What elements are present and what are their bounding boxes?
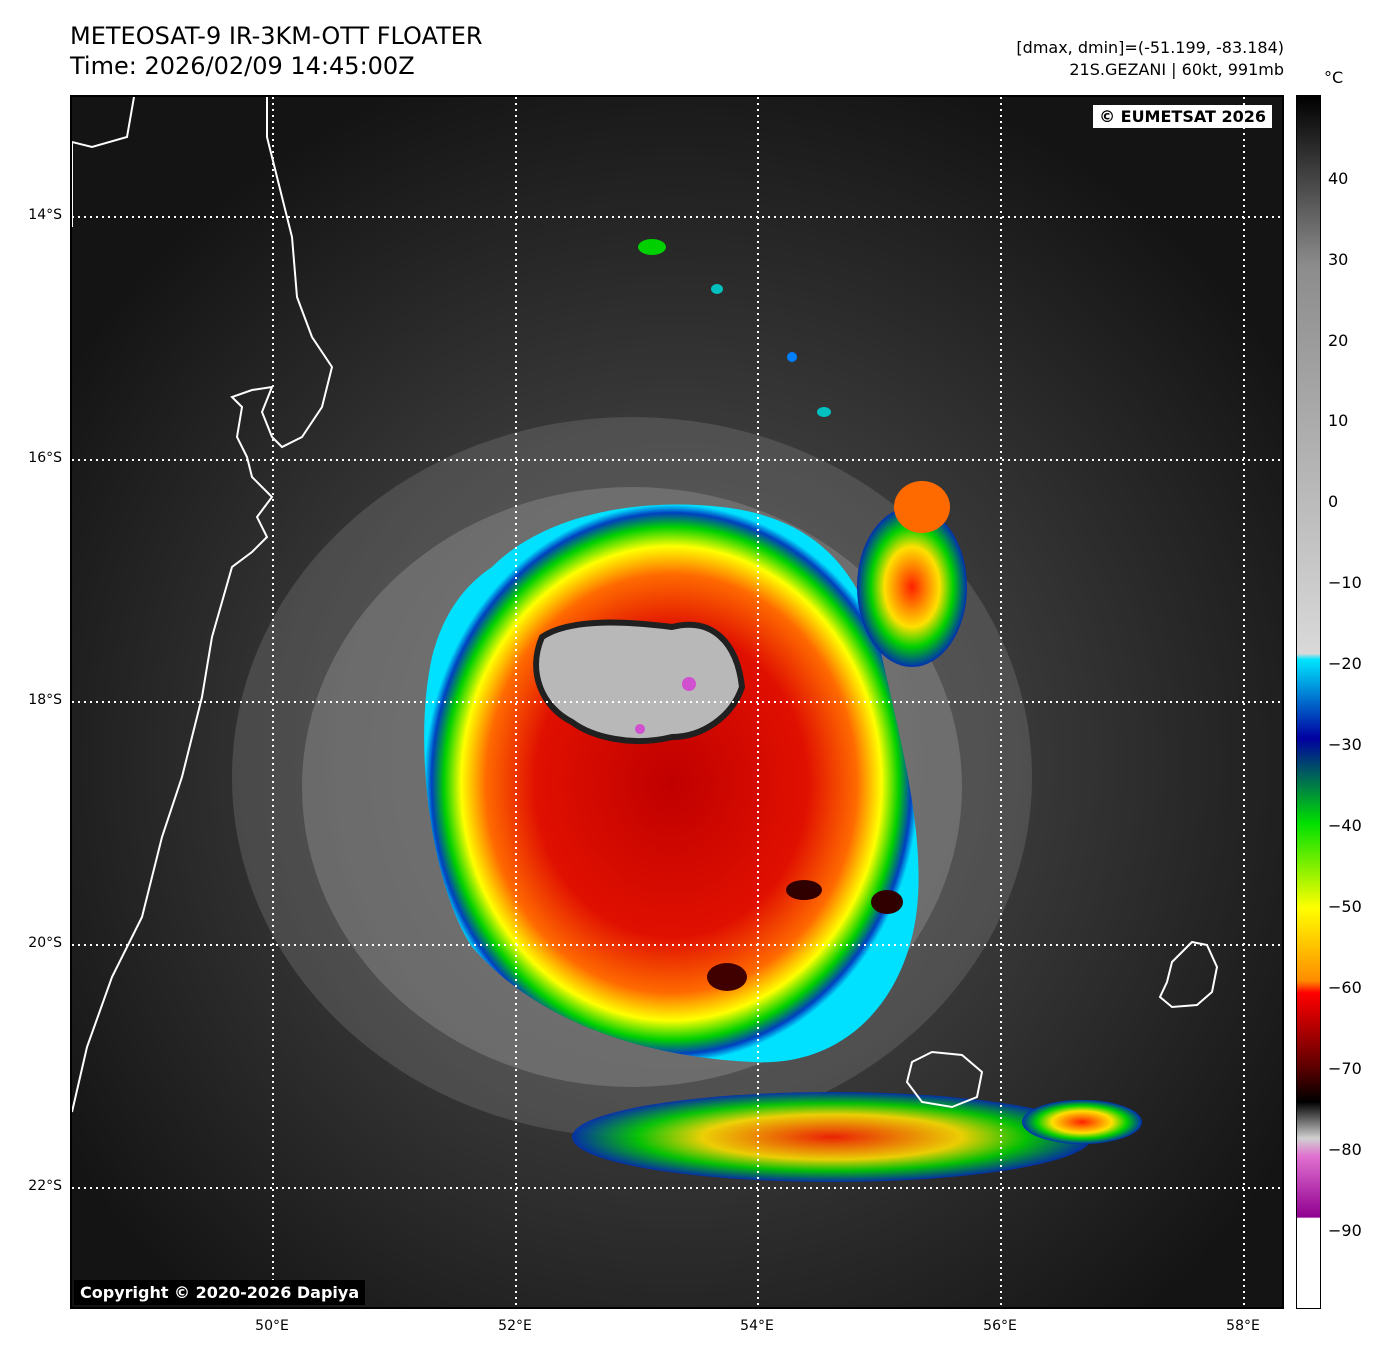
convective-cell-ne (894, 481, 950, 533)
cbar-tick-0: 0 (1328, 492, 1339, 511)
coldest-pixel-marker (682, 677, 696, 691)
cold-pixel-marker (635, 724, 645, 734)
temperature-colorbar (1296, 95, 1321, 1309)
satellite-map[interactable]: © EUMETSAT 2026 Copyright © 2020-2026 Da… (70, 95, 1284, 1309)
mauritius-island (1158, 940, 1219, 1009)
cold-spot-1 (786, 880, 822, 900)
cbar-tick-m70: −70 (1328, 1059, 1362, 1078)
cbar-tick-m80: −80 (1328, 1140, 1362, 1159)
cell-north-4 (817, 407, 831, 417)
cbar-tick-m50: −50 (1328, 897, 1362, 916)
cbar-tick-m90: −90 (1328, 1221, 1362, 1240)
cbar-tick-m60: −60 (1328, 978, 1362, 997)
lon-label-50e: 50°E (255, 1318, 289, 1334)
dapiya-credit: Copyright © 2020-2026 Dapiya (74, 1280, 366, 1305)
lat-label-16s: 16°S (28, 450, 62, 466)
reunion-island (905, 1050, 984, 1109)
lon-label-54e: 54°E (740, 1318, 774, 1334)
storm-eye (533, 619, 746, 745)
colorbar-unit: °C (1324, 68, 1344, 87)
cbar-tick-40: 40 (1328, 169, 1349, 188)
cell-north-2 (711, 284, 723, 294)
lon-label-52e: 52°E (498, 1318, 532, 1334)
data-range: [dmax, dmin]=(-51.199, -83.184) (1016, 38, 1284, 57)
chart-time: Time: 2026/02/09 14:45:00Z (70, 52, 415, 80)
cbar-tick-30: 30 (1328, 250, 1349, 269)
cbar-tick-10: 10 (1328, 411, 1349, 430)
cbar-tick-m40: −40 (1328, 816, 1362, 835)
madagascar-coastline (72, 97, 334, 1113)
cold-spot-3 (707, 963, 747, 991)
eumetsat-credit: © EUMETSAT 2026 (1093, 105, 1272, 128)
lat-label-18s: 18°S (28, 692, 62, 708)
convective-cluster-ne (857, 507, 967, 667)
rainband-south (572, 1092, 1092, 1182)
cold-spot-2 (871, 890, 903, 914)
cell-north-1 (638, 239, 666, 255)
cbar-tick-20: 20 (1328, 331, 1349, 350)
storm-info: 21S.GEZANI | 60kt, 991mb (1069, 60, 1284, 79)
cbar-tick-m20: −20 (1328, 654, 1362, 673)
graticule (72, 97, 1282, 1307)
rainband-southeast (1022, 1100, 1142, 1144)
cell-north-3 (787, 352, 797, 362)
cbar-tick-m10: −10 (1328, 573, 1362, 592)
lat-label-14s: 14°S (28, 207, 62, 223)
lat-label-20s: 20°S (28, 935, 62, 951)
lon-label-58e: 58°E (1226, 1318, 1260, 1334)
cbar-tick-m30: −30 (1328, 735, 1362, 754)
lon-label-56e: 56°E (983, 1318, 1017, 1334)
map-canvas (72, 97, 1282, 1307)
lat-label-22s: 22°S (28, 1178, 62, 1194)
chart-title: METEOSAT-9 IR-3KM-OTT FLOATER (70, 22, 483, 50)
